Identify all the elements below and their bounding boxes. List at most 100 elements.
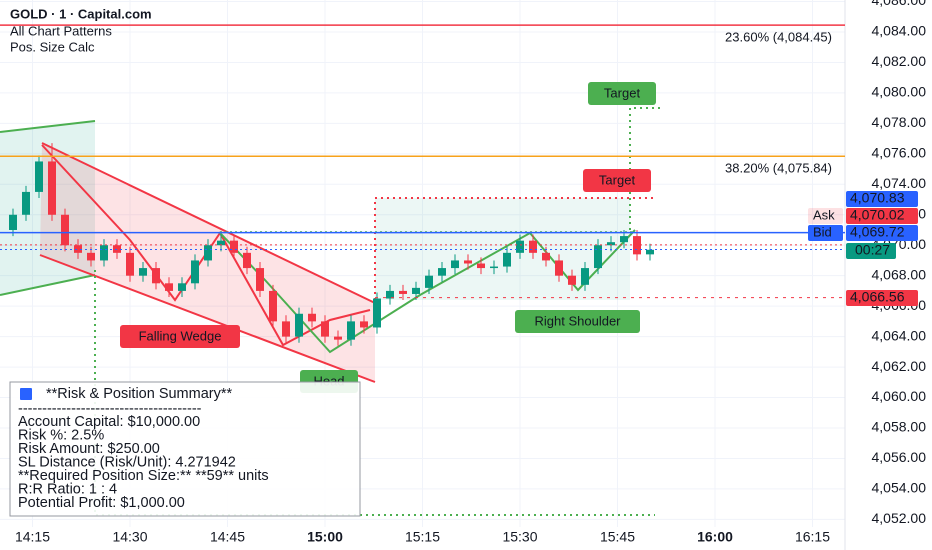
candle <box>555 254 563 282</box>
candle <box>74 239 82 259</box>
x-tick-label: 15:45 <box>600 529 635 545</box>
header-title: GOLD · 1 · Capital.com <box>10 6 152 21</box>
candle-body <box>204 245 212 261</box>
channel-line <box>0 120 96 133</box>
candle <box>61 208 69 252</box>
candle <box>438 261 446 282</box>
wedge-line <box>41 142 376 304</box>
candle-body <box>74 245 82 253</box>
price-tag-name <box>808 208 843 224</box>
candle-body <box>308 313 316 322</box>
candle-body <box>347 321 355 340</box>
price-tag <box>846 225 918 241</box>
annotation-box <box>120 325 240 348</box>
candle <box>165 277 173 298</box>
y-tick-label: 4,084.00 <box>872 23 927 39</box>
stop-line <box>94 270 655 516</box>
price-tag-label: 4,069.72 <box>850 224 905 240</box>
annotation-box <box>588 82 656 105</box>
x-tick-label: 15:00 <box>307 529 343 545</box>
candle <box>334 330 342 346</box>
candle <box>256 261 264 298</box>
x-tick-label: 15:30 <box>502 529 537 545</box>
candle-body <box>243 252 251 269</box>
candle <box>230 234 238 259</box>
candle-body <box>35 161 43 192</box>
x-tick-label: 14:15 <box>15 529 50 545</box>
candle <box>347 315 355 346</box>
candle <box>191 254 199 290</box>
fib-label: 38.20% (4,075.84) <box>725 161 832 176</box>
x-tick-label: 16:15 <box>795 529 830 545</box>
candle-body <box>412 287 420 294</box>
candle <box>373 292 381 334</box>
summary-line: Potential Profit: $1,000.00 <box>18 495 185 511</box>
candle-body <box>503 252 511 267</box>
candle <box>399 284 407 301</box>
candle-body <box>555 260 563 276</box>
candle-body <box>399 290 407 294</box>
candle <box>178 277 186 298</box>
candle <box>87 246 95 267</box>
y-tick-label: 4,060.00 <box>872 388 927 404</box>
candle-body <box>282 321 290 337</box>
y-tick-label: 4,062.00 <box>872 358 927 374</box>
y-tick-label: 4,082.00 <box>872 53 927 69</box>
x-tick-label: 14:45 <box>210 529 245 545</box>
summary-title: **Risk & Position Summary** <box>46 386 232 402</box>
annotation-label: Falling Wedge <box>139 328 222 343</box>
y-tick-label: 4,068.00 <box>872 266 927 282</box>
candle <box>360 315 368 334</box>
candle <box>529 234 537 259</box>
candle <box>22 185 30 221</box>
candle-body <box>48 161 56 215</box>
candle-body <box>230 240 238 253</box>
candle <box>308 307 316 328</box>
candle <box>100 239 108 267</box>
candle-body <box>425 275 433 288</box>
candle <box>9 208 17 237</box>
fib-label: 23.60% (4,084.45) <box>725 30 832 45</box>
summary-icon <box>20 388 32 400</box>
candle-body <box>386 290 394 299</box>
candle <box>152 261 160 290</box>
candle <box>139 261 147 282</box>
candle <box>490 260 498 275</box>
candle-body <box>438 268 446 276</box>
candle <box>464 254 472 270</box>
candle <box>542 246 550 267</box>
candle-body <box>581 268 589 285</box>
candle <box>126 246 134 282</box>
price-tag-name <box>808 225 843 241</box>
candle <box>503 246 511 273</box>
candle-body <box>607 242 615 246</box>
y-tick-label: 4,052.00 <box>872 510 927 526</box>
y-tick-label: 4,086.00 <box>872 0 927 8</box>
candle-body <box>477 263 485 269</box>
candle-body <box>191 260 199 284</box>
candle-body <box>256 268 264 291</box>
candle <box>581 261 589 291</box>
candle <box>295 307 303 343</box>
candle-body <box>568 275 576 285</box>
candle <box>425 269 433 294</box>
candle-body <box>217 240 225 246</box>
candle-body <box>620 236 628 243</box>
candle-body <box>594 245 602 269</box>
candle <box>412 281 420 301</box>
y-tick-label: 4,078.00 <box>872 114 927 130</box>
candle-body <box>100 245 108 261</box>
candle <box>204 239 212 267</box>
candle <box>607 236 615 252</box>
candle <box>646 243 654 261</box>
candle-body <box>529 240 537 253</box>
candle <box>243 246 251 275</box>
candle-body <box>464 260 472 264</box>
indicator-name: All Chart Patterns <box>10 23 112 38</box>
candle-body <box>139 268 147 276</box>
y-tick-label: 4,076.00 <box>872 145 927 161</box>
countdown: 00:27 <box>855 242 890 258</box>
annotation-label: Target <box>604 85 641 100</box>
candle-body <box>646 249 654 255</box>
